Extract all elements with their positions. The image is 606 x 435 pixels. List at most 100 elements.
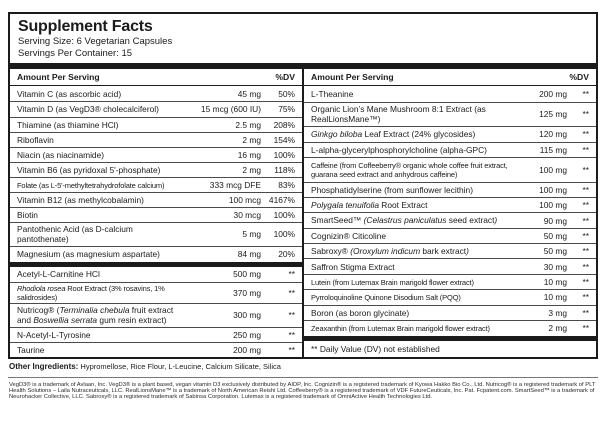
ingredient-name: Biotin — [17, 210, 38, 221]
table-row: Rhodiola rosea Root Extract (3% rosavins… — [10, 281, 302, 303]
ingredient-dv: 118% — [274, 164, 295, 175]
ingredient-name: Rhodiola rosea Root Extract (3% rosavins… — [17, 283, 165, 302]
ingredient-name: Magnesium (as magnesium aspartate) — [17, 248, 160, 259]
table-row: Thiamine (as thiamine HCl) 2.5 mg 208% — [10, 116, 302, 132]
table-row: SmartSeed™ (Celastrus paniculatus seed e… — [304, 212, 596, 227]
ingredient-name: Phosphatidylserine (from sunflower lecit… — [311, 184, 473, 195]
ingredient-dv: ** — [288, 269, 295, 280]
ingredient-amount: 45 mg — [237, 88, 261, 99]
ingredient-amount: 5 mg — [242, 229, 261, 240]
ingredient-name: Niacin (as niacinamide) — [17, 149, 105, 160]
ingredient-dv: ** — [582, 129, 589, 140]
ingredient-name: Pyrroloquinoline Quinone Disodium Salt (… — [311, 292, 461, 302]
ingredient-name: Vitamin B12 (as methylcobalamin) — [17, 195, 144, 206]
table-row: Pantothenic Acid (as D-calcium pantothen… — [10, 222, 302, 245]
ingredient-amount: 2 mg — [242, 134, 261, 145]
ingredient-amount: 200 mg — [539, 88, 567, 99]
ingredient-name: Lutein (from Lutemax Brain marigold flow… — [311, 277, 474, 287]
table-row: Lutein (from Lutemax Brain marigold flow… — [304, 273, 596, 289]
ingredient-amount: 370 mg — [233, 287, 261, 298]
table-row: Pyrroloquinoline Quinone Disodium Salt (… — [304, 289, 596, 304]
ingredient-name: L-Theanine — [311, 88, 354, 99]
table-row: Acetyl-L-Carnitine HCl 500 mg ** — [10, 267, 302, 282]
ingredient-dv: ** — [582, 164, 589, 175]
ingredient-name: L-alpha-glycerylphosphorylcholine (alpha… — [311, 144, 487, 155]
table-row: Polygala tenuifolia Root Extract 100 mg ** — [304, 196, 596, 212]
ingredient-amount: 16 mg — [237, 149, 261, 160]
ingredient-amount: 333 mcg DFE — [209, 180, 261, 191]
serving-size-text: Serving Size: 6 Vegetarian Capsules — [18, 35, 173, 47]
table-row: Ginkgo biloba Leaf Extract (24% glycosid… — [304, 126, 596, 141]
ingredient-dv: ** — [288, 310, 295, 321]
ingredient-dv: 100% — [273, 229, 295, 240]
ingredient-name: Cognizin® Citicoline — [311, 230, 387, 241]
ingredient-amount: 300 mg — [233, 310, 261, 321]
servings-per-container-text: Servings Per Container: 15 — [18, 47, 133, 59]
ingredient-name: Sabroxy® (Oroxylum indicum bark extract) — [311, 246, 469, 257]
ingredient-amount: 30 mg — [543, 261, 567, 272]
ingredient-dv: ** — [288, 287, 295, 298]
ingredient-amount: 10 mg — [543, 277, 567, 288]
table-row: Riboflavin 2 mg 154% — [10, 131, 302, 147]
ingredient-amount: 90 mg — [543, 215, 567, 226]
ingredient-name: Vitamin C (as ascorbic acid) — [17, 88, 122, 99]
ingredient-dv: ** — [582, 277, 589, 288]
ingredient-name: Zeaxanthin (from Lutemax Brain marigold … — [311, 323, 490, 333]
left-column: Amount Per Serving %DV Vitamin C (as asc… — [10, 69, 302, 357]
ingredient-amount: 2 mg — [242, 164, 261, 175]
ingredient-amount: 30 mcg — [233, 210, 261, 221]
ingredient-name: Vitamin D (as VegD3® cholecalciferol) — [17, 104, 159, 115]
ingredient-name: Boron (as boron glycinate) — [311, 307, 410, 318]
other-ingredients: Other Ingredients: Hypromellose, Rice Fl… — [9, 362, 597, 372]
footnote-divider-bar — [304, 336, 596, 342]
left-rows: Vitamin C (as ascorbic acid) 45 mg 50% Vita… — [10, 86, 302, 357]
ingredient-dv: ** — [582, 144, 589, 155]
ingredient-amount: 100 mg — [539, 200, 567, 211]
dv-label: %DV — [275, 72, 295, 83]
ingredient-amount: 2.5 mg — [235, 119, 261, 130]
header-divider-bar — [10, 63, 596, 70]
ingredient-amount: 10 mg — [543, 292, 567, 303]
table-row: Cognizin® Citicoline 50 mg ** — [304, 227, 596, 243]
table-row: Vitamin D (as VegD3® cholecalciferol) 15 … — [10, 101, 302, 116]
ingredient-dv: ** — [582, 261, 589, 272]
table-row: N-Acetyl-L-Tyrosine 250 mg ** — [10, 327, 302, 342]
ingredient-dv: 75% — [278, 104, 295, 115]
ingredient-amount: 2 mg — [548, 323, 567, 334]
ingredient-dv: ** — [582, 246, 589, 257]
table-row: Vitamin B12 (as methylcobalamin) 100 mcg 4… — [10, 192, 302, 207]
ingredient-dv: ** — [582, 215, 589, 226]
right-column: Amount Per Serving %DV L-Theanine 200 mg *… — [302, 69, 596, 358]
footnote-rule — [8, 377, 598, 378]
ingredient-name: Vitamin B6 (as pyridoxal 5'-phosphate) — [17, 164, 161, 175]
trademark-note: VegD3® is a trademark of Avlaan, Inc. Ve… — [9, 382, 596, 401]
ingredient-dv: 83% — [278, 180, 295, 191]
ingredient-dv: ** — [582, 109, 589, 120]
table-row: Niacin (as niacinamide) 16 mg 100% — [10, 146, 302, 162]
panel-title: Supplement Facts — [18, 18, 153, 35]
ingredient-amount: 100 mg — [539, 184, 567, 195]
ingredient-name: Nutricog® (Terminalia chebula fruit extr… — [17, 305, 174, 326]
ingredient-name: Caffeine (from Coffeeberry® organic whol… — [311, 160, 508, 179]
ingredient-amount: 115 mg — [539, 144, 567, 155]
ingredient-dv: ** — [582, 184, 589, 195]
table-row: Caffeine (from Coffeeberry® organic whol… — [304, 157, 596, 182]
table-row: Organic Lion’s Mane Mushroom 8:1 Extract… — [304, 101, 596, 127]
supplement-facts-panel: Supplement Facts Serving Size: 6 Vegetar… — [8, 12, 598, 360]
ingredient-dv: ** — [582, 307, 589, 318]
table-row: L-Theanine 200 mg ** — [304, 86, 596, 101]
ingredient-name: Polygala tenuifolia Root Extract — [311, 200, 428, 211]
ingredient-name: Saffron Stigma Extract — [311, 261, 395, 272]
ingredient-name: Ginkgo biloba Leaf Extract (24% glycosid… — [311, 129, 476, 140]
table-row: Vitamin C (as ascorbic acid) 45 mg 50% — [10, 86, 302, 101]
table-row: Saffron Stigma Extract 30 mg ** — [304, 258, 596, 273]
ingredient-amount: 200 mg — [233, 345, 261, 356]
table-row: Taurine 200 mg ** — [10, 342, 302, 357]
table-row: Boron (as boron glycinate) 3 mg ** — [304, 304, 596, 320]
ingredient-dv: ** — [288, 330, 295, 341]
ingredient-name: Riboflavin — [17, 134, 54, 145]
dv-footnote: ** Daily Value (DV) not established — [311, 344, 440, 355]
ingredient-dv: 154% — [273, 134, 295, 145]
right-rows: L-Theanine 200 mg ** Organic Lion’s Mane Mu… — [304, 86, 596, 335]
ingredient-amount: 250 mg — [233, 330, 261, 341]
